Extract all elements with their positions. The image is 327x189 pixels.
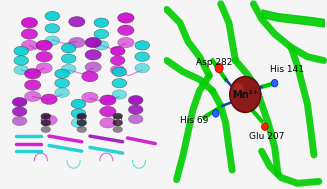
Ellipse shape <box>36 63 52 73</box>
Ellipse shape <box>85 62 101 72</box>
Ellipse shape <box>94 29 109 39</box>
Ellipse shape <box>94 18 109 27</box>
Circle shape <box>234 83 244 94</box>
Ellipse shape <box>112 67 127 77</box>
Ellipse shape <box>85 50 101 60</box>
Ellipse shape <box>128 105 143 114</box>
Ellipse shape <box>45 36 60 45</box>
Ellipse shape <box>12 116 27 126</box>
Ellipse shape <box>118 13 134 23</box>
Ellipse shape <box>21 40 38 51</box>
Ellipse shape <box>100 95 116 105</box>
Ellipse shape <box>25 91 41 102</box>
Ellipse shape <box>25 80 41 90</box>
Ellipse shape <box>36 52 52 62</box>
Ellipse shape <box>12 97 27 107</box>
Text: Mn²⁺: Mn²⁺ <box>232 90 258 99</box>
Text: Asp 282: Asp 282 <box>196 58 232 67</box>
Ellipse shape <box>82 92 98 102</box>
Ellipse shape <box>14 65 29 75</box>
Ellipse shape <box>82 71 98 82</box>
Circle shape <box>271 79 278 87</box>
Ellipse shape <box>45 11 60 21</box>
Ellipse shape <box>135 63 149 73</box>
Ellipse shape <box>69 17 85 27</box>
Ellipse shape <box>45 24 60 33</box>
Ellipse shape <box>118 37 134 48</box>
Ellipse shape <box>41 115 57 125</box>
Circle shape <box>230 77 261 112</box>
Ellipse shape <box>14 46 29 56</box>
Ellipse shape <box>135 52 149 61</box>
Ellipse shape <box>77 113 87 119</box>
Circle shape <box>213 110 219 117</box>
Ellipse shape <box>135 41 149 50</box>
Ellipse shape <box>100 118 116 128</box>
Ellipse shape <box>110 46 125 56</box>
Ellipse shape <box>55 69 69 78</box>
Text: His 141: His 141 <box>270 65 304 74</box>
Ellipse shape <box>71 99 86 109</box>
Ellipse shape <box>41 94 57 105</box>
Ellipse shape <box>77 126 87 133</box>
Ellipse shape <box>61 43 76 53</box>
Ellipse shape <box>41 113 51 119</box>
Circle shape <box>262 123 268 130</box>
Ellipse shape <box>113 126 123 133</box>
Ellipse shape <box>110 65 125 75</box>
Ellipse shape <box>112 78 127 88</box>
Circle shape <box>215 63 223 73</box>
Ellipse shape <box>41 120 51 126</box>
Ellipse shape <box>100 106 116 117</box>
Ellipse shape <box>128 114 143 124</box>
Ellipse shape <box>94 41 109 50</box>
Ellipse shape <box>69 37 85 48</box>
Text: Glu 207: Glu 207 <box>249 132 284 141</box>
Ellipse shape <box>85 37 101 48</box>
Ellipse shape <box>110 56 125 65</box>
Ellipse shape <box>71 109 86 118</box>
Ellipse shape <box>112 90 127 99</box>
Ellipse shape <box>12 107 27 116</box>
Ellipse shape <box>118 25 134 36</box>
Ellipse shape <box>36 40 52 51</box>
Ellipse shape <box>61 64 76 74</box>
Ellipse shape <box>61 54 76 63</box>
Ellipse shape <box>21 29 38 39</box>
Ellipse shape <box>14 56 29 65</box>
Ellipse shape <box>25 68 41 79</box>
Ellipse shape <box>77 120 87 126</box>
Ellipse shape <box>113 120 123 126</box>
Ellipse shape <box>55 88 69 97</box>
Ellipse shape <box>55 78 69 88</box>
Ellipse shape <box>41 126 51 133</box>
Ellipse shape <box>113 113 123 119</box>
Ellipse shape <box>128 95 143 105</box>
Ellipse shape <box>71 118 86 128</box>
Text: His 69: His 69 <box>180 116 208 125</box>
Ellipse shape <box>21 18 38 28</box>
